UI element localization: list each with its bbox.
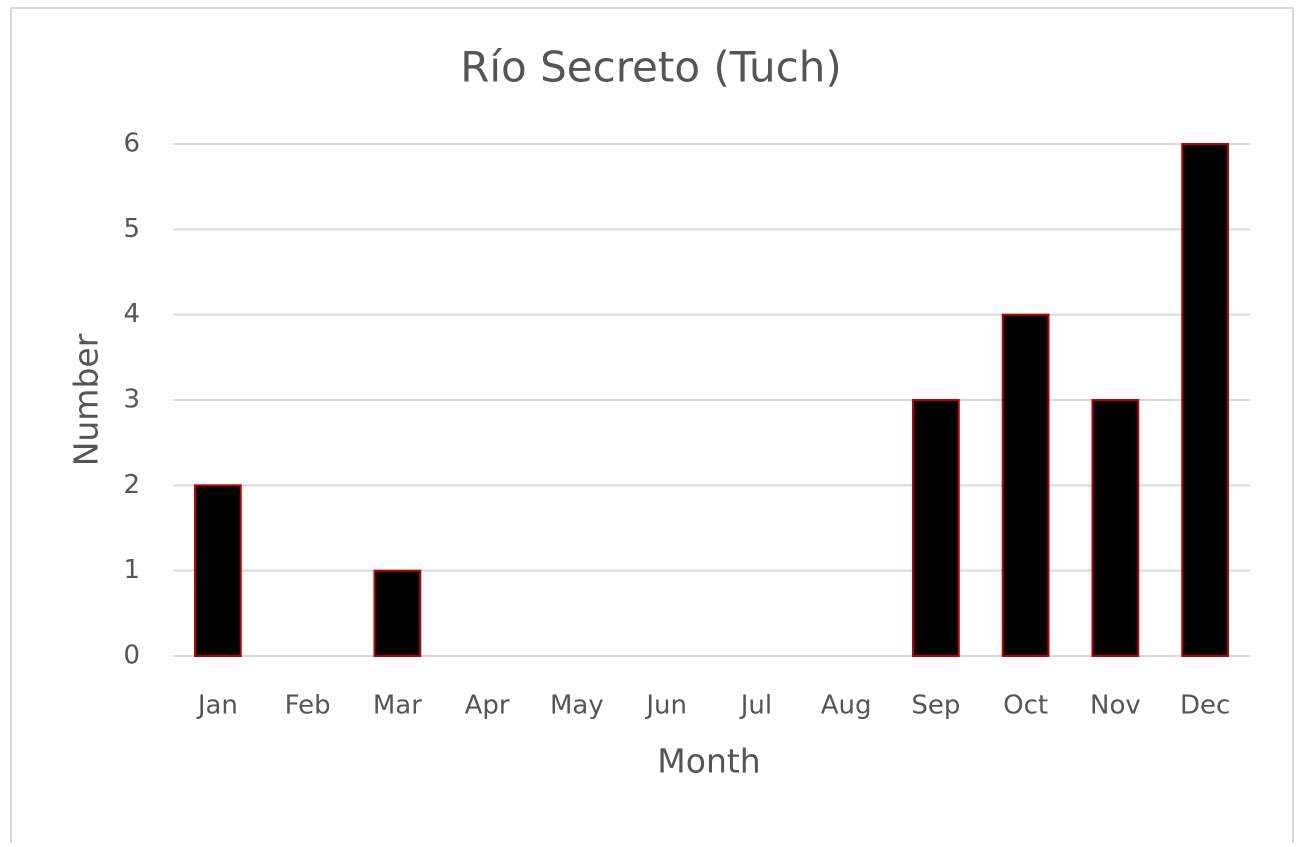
x-tick-label: Jul [739,691,772,721]
x-tick-label: Sep [911,691,960,721]
y-tick-label: 4 [123,299,140,329]
bar [911,399,960,657]
y-tick-label: 2 [123,470,140,500]
x-tick-label: Dec [1180,691,1230,721]
y-axis-label: Number [67,333,106,466]
y-tick-label: 1 [123,555,140,585]
x-tick-label: May [550,691,604,721]
x-tick-label: Oct [1003,691,1048,721]
bar [373,569,422,658]
bar [193,484,242,658]
x-axis-label: Month [657,742,760,781]
x-tick-label: Nov [1090,691,1141,721]
x-tick-label: Jan [196,691,238,721]
bar [1001,313,1050,657]
x-tick-label: Apr [465,691,510,721]
y-tick-label: 0 [123,641,140,671]
bar [1091,399,1140,657]
chart-frame [10,7,1294,847]
y-tick-label: 5 [123,214,140,244]
x-tick-label: Mar [373,691,422,721]
y-tick-label: 6 [123,129,140,159]
x-tick-label: Aug [821,691,872,721]
x-tick-label: Feb [285,691,331,721]
y-tick-label: 3 [123,385,140,415]
x-tick-label: Jun [644,691,687,721]
chart-title: Río Secreto (Tuch) [460,43,842,92]
bar [1181,143,1230,657]
